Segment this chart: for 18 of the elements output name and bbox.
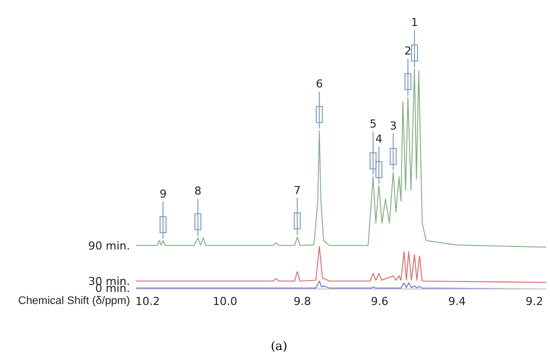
annotation: 4	[375, 132, 382, 146]
text: (a)	[270, 339, 288, 353]
annotation: 6	[316, 78, 323, 91]
annotation: 1	[410, 16, 418, 29]
annotation: 3	[390, 119, 397, 132]
annotation: 5	[370, 118, 377, 131]
annotation: 8	[194, 184, 202, 198]
series-label: 90 min.	[88, 239, 130, 252]
x-tick-label: 9.4	[448, 294, 466, 308]
x-tick-label: 9.8	[294, 294, 312, 308]
annotation: 9	[160, 188, 167, 201]
x-tick-label: 10.0	[212, 294, 238, 308]
annotation: 7	[294, 184, 301, 197]
x-tick-label: 9.2	[526, 294, 544, 308]
annotation: 2	[404, 44, 412, 58]
x-tick-label: 9.6	[370, 294, 388, 308]
x-axis-title: Chemical Shift (δ/ppm)	[18, 295, 130, 307]
x-tick-label: 10.2	[135, 294, 160, 308]
